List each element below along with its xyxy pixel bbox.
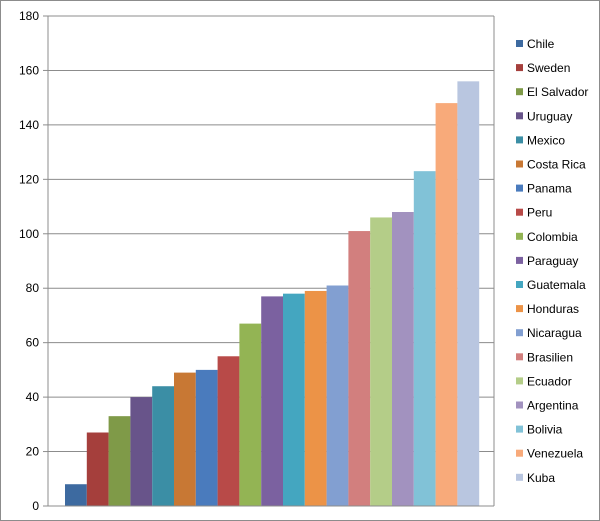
- legend-label: Paraguay: [527, 254, 578, 268]
- legend-swatch: [516, 88, 523, 96]
- legend-label: Costa Rica: [527, 158, 586, 172]
- legend-label: Bolivia: [527, 423, 563, 437]
- legend-swatch: [516, 329, 523, 337]
- legend-swatch: [516, 184, 523, 192]
- bar-costa-rica: [174, 372, 196, 506]
- legend-swatch: [516, 473, 523, 481]
- bar-panama: [195, 369, 218, 506]
- legend-swatch: [516, 305, 523, 313]
- legend-swatch: [516, 449, 523, 457]
- legend-swatch: [516, 256, 523, 264]
- y-tick-label: 100: [19, 227, 39, 241]
- bar-mexico: [152, 386, 174, 506]
- legend-swatch: [516, 64, 523, 72]
- legend-label: Brasilien: [527, 350, 573, 364]
- legend-swatch: [516, 160, 523, 168]
- legend-swatch: [516, 208, 523, 216]
- legend-label: Nicaragua: [527, 326, 582, 340]
- legend-label: Peru: [527, 206, 552, 220]
- legend-label: Mexico: [527, 133, 565, 147]
- legend-swatch: [516, 281, 523, 288]
- bar-bolivia: [413, 171, 436, 506]
- bar-colombia: [239, 323, 262, 506]
- legend-swatch: [516, 136, 523, 144]
- bar-nicaragua: [326, 285, 349, 506]
- bar-guatemala: [283, 293, 305, 506]
- legend-label: Honduras: [527, 302, 579, 316]
- legend-swatch: [516, 353, 523, 361]
- legend-swatch: [516, 40, 523, 47]
- bar-honduras: [304, 290, 327, 506]
- y-tick-label: 0: [32, 499, 39, 513]
- bar-el-salvador: [108, 416, 131, 506]
- bar-ecuador: [370, 217, 392, 506]
- bar-peru: [217, 356, 240, 506]
- legend-label: El Salvador: [527, 85, 588, 99]
- bar-brasilien: [348, 231, 371, 507]
- y-tick-label: 60: [26, 336, 40, 350]
- legend-label: Argentina: [527, 399, 579, 413]
- y-tick-label: 140: [19, 118, 39, 132]
- y-tick-label: 120: [19, 172, 39, 186]
- bar-chile: [65, 484, 87, 506]
- legend-swatch: [516, 232, 523, 240]
- y-tick-label: 160: [19, 63, 39, 77]
- legend-label: Venezuela: [527, 447, 583, 461]
- legend-label: Colombia: [527, 230, 578, 244]
- legend-label: Guatemala: [527, 278, 586, 292]
- y-tick-label: 40: [26, 390, 40, 404]
- bars: [65, 81, 480, 507]
- legend-label: Kuba: [527, 471, 555, 485]
- legend-label: Uruguay: [527, 109, 572, 123]
- legend-label: Panama: [527, 182, 572, 196]
- legend-label: Ecuador: [527, 374, 572, 388]
- legend-swatch: [516, 377, 523, 385]
- bar-uruguay: [130, 397, 153, 506]
- bar-paraguay: [261, 296, 283, 506]
- gridlines: [48, 15, 494, 453]
- y-tick-label: 180: [19, 9, 39, 23]
- bar-venezuela: [435, 103, 458, 506]
- bar-argentina: [392, 212, 414, 506]
- legend-label: Sweden: [527, 61, 570, 75]
- bar-kuba: [457, 81, 480, 506]
- y-axis-ticks: 0 20 40 60 80 100 120 140 160 180: [19, 9, 48, 513]
- legend-swatch: [516, 425, 523, 433]
- y-tick-label: 80: [26, 281, 40, 295]
- legend: Chile Sweden El Salvador Uruguay Mexico Costa…: [516, 37, 588, 485]
- legend-swatch: [516, 401, 523, 409]
- bar-sweden: [86, 432, 109, 506]
- y-tick-label: 20: [26, 445, 40, 459]
- axes: [47, 16, 495, 507]
- legend-swatch: [516, 112, 523, 120]
- legend-label: Chile: [527, 37, 555, 51]
